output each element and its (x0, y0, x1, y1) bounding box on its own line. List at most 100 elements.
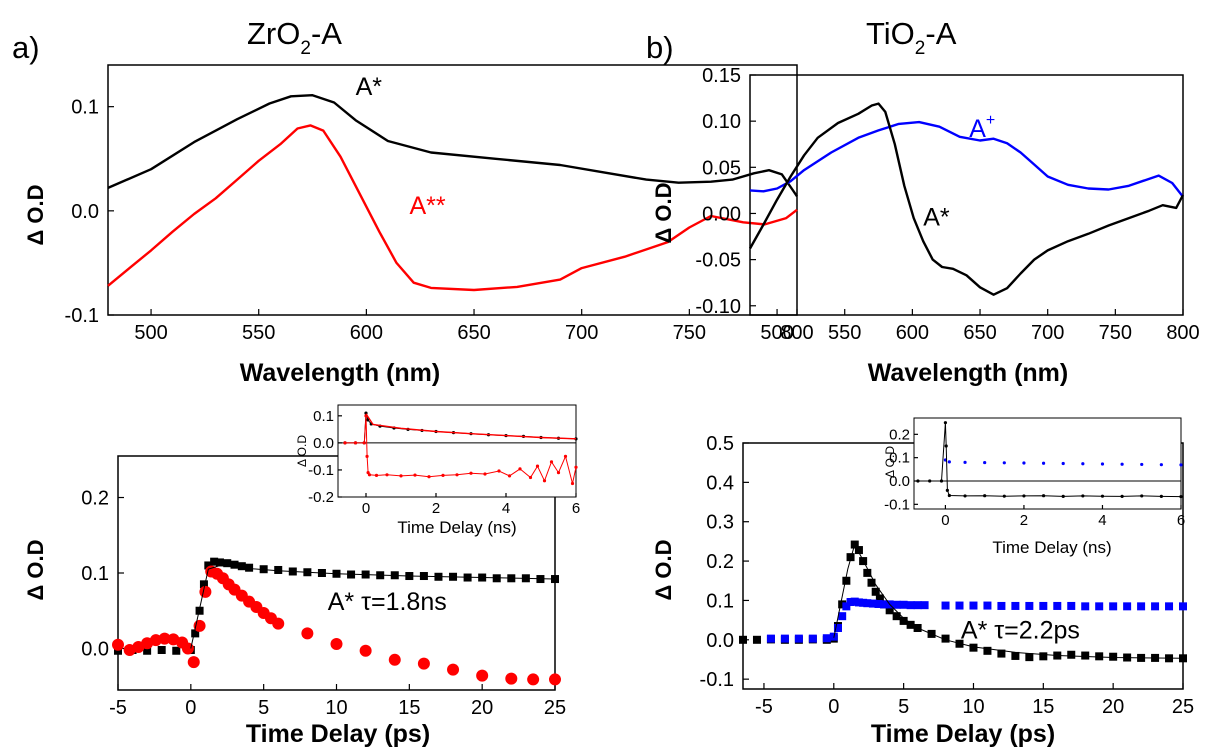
ti-kinetics-series-A-1-point (854, 598, 863, 607)
ti-kinetics-ytick-label: 0.2 (706, 551, 734, 573)
zr-kinetics-series-A-0-point (114, 646, 122, 655)
ti-kinetics-series-A-0-point (1011, 651, 1020, 660)
zr-spectra-series-A-1 (107, 124, 798, 292)
ti-kinetics-series-A-0-point (863, 568, 872, 577)
ti-spectra-ytick-label: 0.10 (702, 111, 741, 133)
ti-kinetics-series-A-1-point (868, 599, 877, 608)
ti-kinetics-series-A-0-point (969, 643, 978, 652)
ti-spectra-annotation-text: A* (923, 203, 950, 231)
zr-kinetics-inset-ytick-label: 0.1 (313, 408, 334, 425)
zr-kinetics-inset-background (338, 405, 576, 497)
ti-kinetics-inset-series-A-0-point (1120, 462, 1124, 466)
zr-kinetics-series-A-0-point (172, 646, 181, 655)
ti-spectra-annotation: A+ (969, 112, 995, 143)
zr-kinetics-ylabel: Δ O.D (23, 539, 48, 600)
zr-kinetics-inset-xlabel: Time Delay (ns) (397, 518, 516, 537)
ti-spectra-series-A-0 (749, 120, 1184, 198)
ti-kinetics-series-A-1-point (1053, 601, 1062, 610)
ti-kinetics-inset-series-A-1-point (943, 421, 948, 425)
zr-kinetics-ytick-label: 0.0 (81, 638, 109, 660)
zr-spectra-ytick-label: 0.0 (71, 201, 99, 223)
ti-kinetics-series-A-1-point (1109, 602, 1118, 611)
zr-kinetics-xlabel: Time Delay (ps) (246, 720, 430, 748)
ti-kinetics-series-A-0-point (1081, 651, 1090, 660)
ti-kinetics-series-A-1-point (808, 634, 817, 643)
ti-kinetics-inset-series-A-0-point (1140, 462, 1144, 467)
ti-kinetics-series-A-1-point (899, 600, 908, 609)
zr-kinetics-inset-series-A-1-line (345, 415, 577, 484)
ti-kinetics-inset-ytick-label: 0.1 (889, 450, 910, 467)
ti-kinetics-series-A-0-point (1095, 652, 1104, 661)
zr-kinetics-series-A-1-point (527, 673, 540, 686)
ti-kinetics-series-A-1-point (1067, 601, 1076, 610)
ti-kinetics-inset-series-A-0-point (1159, 463, 1163, 467)
ti-kinetics-inset-series-A-0-point (963, 460, 967, 464)
ti-kinetics-inset-series-A-1-line (917, 422, 1182, 498)
ti-kinetics-series-A-0-point (1039, 652, 1048, 661)
zr-kinetics-series-A-0-point (191, 629, 200, 638)
zr-kinetics-series-A-0-point (245, 563, 254, 572)
ti-kinetics-series-A-1-point (983, 601, 992, 610)
ti-spectra-annotation: A* (923, 203, 950, 231)
zr-kinetics-xtick-label: -5 (109, 697, 127, 719)
ti-kinetics-fit-line (833, 543, 1184, 659)
ti-kinetics-ytick-label: -0.1 (700, 669, 734, 691)
ti-spectra-ytick-label: 0.05 (702, 157, 741, 179)
ti-kinetics-series-A-1-point (846, 598, 855, 607)
zr-kinetics-series-A-1-point (476, 669, 489, 682)
ti-kinetics-series-A-1-point (906, 601, 915, 610)
zr-kinetics-series-A-1-point (359, 644, 372, 657)
ti-spectra-xtick-label: 600 (896, 322, 929, 344)
ti-kinetics-series-A-0-point (941, 634, 950, 643)
zr-kinetics-series-A-0-point (223, 559, 232, 568)
zr-kinetics-fit-line (190, 564, 556, 649)
ti-kinetics-series-A-1-point (842, 602, 851, 611)
zr-kinetics-series-A-1-point (112, 638, 124, 651)
zr-kinetics-series-A-1-point (199, 585, 212, 598)
ti-kinetics-ytick-label: 0.0 (706, 630, 734, 652)
ti-kinetics-xtick-label: 20 (1102, 696, 1124, 718)
zr-kinetics-series-A-1-point (301, 627, 314, 640)
zr-kinetics-series-A-0-point (199, 580, 208, 589)
ti-kinetics-series-A-1-point (1137, 602, 1146, 611)
ti-kinetics-series-A-1-point (1081, 602, 1090, 611)
ti-kinetics-series-A-1-point (997, 601, 1006, 610)
zr-kinetics-series-A-0-point (215, 558, 224, 567)
zr-kinetics-xtick-label: 0 (185, 697, 196, 719)
zr-kinetics-inset-ylabel: Δ O.D (295, 435, 309, 467)
zr-kinetics-inset-xtick-label: 0 (362, 500, 370, 517)
ti-kinetics-series-A-0-point (983, 646, 992, 655)
zr-spectra-annotation: A** (409, 192, 445, 220)
ti-spectra-xtick-label: 650 (963, 322, 996, 344)
ti-spectra-series-A-1-line (748, 102, 1185, 296)
zr-kinetics-annotation: A* τ=1.8ns (328, 588, 447, 616)
zr-kinetics-series-A-0-point (143, 646, 152, 655)
ti-spectra-xtick-label: 800 (1166, 322, 1199, 344)
ti-spectra-xtick-label: 550 (828, 322, 861, 344)
ti-kinetics-series-A-1-point (822, 634, 831, 643)
ti-kinetics-series-A-0-point (875, 594, 884, 603)
ti-kinetics-inset-ytick-label: -0.1 (884, 496, 910, 513)
ti-kinetics-series-A-0-point (885, 606, 894, 615)
ti-kinetics-series-A-1-point (1039, 601, 1048, 610)
zr-spectra-plot: 500 550 600 650 700 750 800 -0.1 0.0 0.1 Wavelengt… (23, 64, 814, 387)
ti-kinetics-inset-xtick-label: 0 (941, 512, 949, 529)
ti-kinetics-inset-series-A-0-point (1041, 461, 1046, 465)
ti-kinetics-ytick-label: 0.5 (706, 433, 734, 455)
ti-spectra-annotation-sup: + (986, 112, 995, 129)
ti-kinetics-series-A-0-point (906, 620, 915, 629)
zr-kinetics-annotation-text: A* τ=1.8ns (328, 588, 447, 616)
ti-kinetics-series-A-0-point (854, 546, 863, 555)
ti-kinetics-series-A-1-point (920, 601, 929, 610)
ti-kinetics-series-A-1-point (1123, 602, 1132, 611)
ti-kinetics-series-A-0-point (899, 616, 908, 625)
zr-kinetics-series-A-0-point (551, 575, 559, 584)
zr-kinetics-xtick-label: 20 (471, 697, 493, 719)
zr-kinetics-series-A-1-point (272, 617, 285, 630)
ti-kinetics-annotation: A* τ=2.2ps (961, 617, 1080, 645)
zr-kinetics-xtick-label: 5 (258, 697, 269, 719)
ti-kinetics-xtick-label: -5 (755, 696, 773, 718)
ti-spectra-xtick-label: 700 (1031, 322, 1064, 344)
